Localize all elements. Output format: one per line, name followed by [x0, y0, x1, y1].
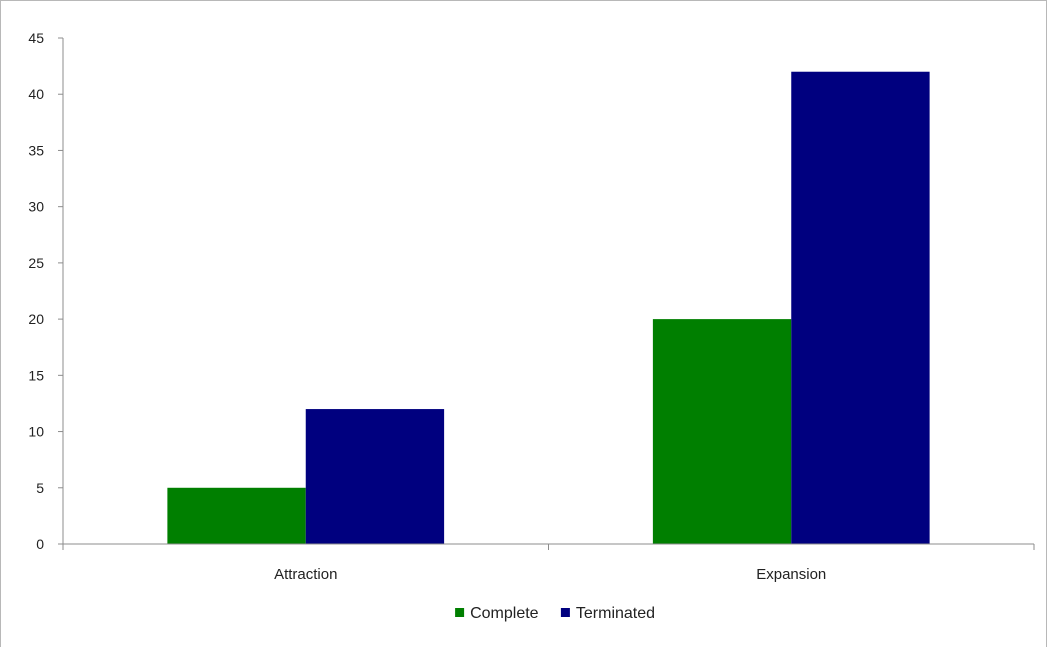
legend-swatch [560, 608, 570, 617]
y-tick-label: 45 [28, 30, 44, 46]
y-axis-ticks: 0 5 10 15 20 25 30 35 40 45 [28, 30, 63, 552]
legend-item-complete: Complete [455, 605, 539, 622]
y-tick-label: 10 [28, 424, 44, 440]
y-tick-label: 30 [28, 199, 44, 215]
y-tick-label: 0 [36, 536, 44, 552]
legend-swatch [455, 608, 465, 617]
x-axis-category-labels: Attraction Expansion [274, 566, 826, 583]
x-axis-ticks [62, 544, 1035, 550]
bars [167, 71, 930, 544]
bar-terminated-expansion [791, 71, 930, 544]
bar-complete-attraction [167, 487, 306, 544]
legend-label: Complete [470, 605, 539, 622]
y-tick-label: 35 [28, 142, 44, 158]
y-tick-label: 20 [28, 311, 44, 327]
legend-item-terminated: Terminated [560, 605, 655, 622]
bar-complete-expansion [652, 319, 792, 544]
bar-terminated-attraction [305, 409, 445, 544]
legend: Complete Terminated [455, 605, 655, 622]
y-tick-label: 25 [28, 255, 44, 271]
x-category-label: Expansion [756, 566, 826, 583]
legend-label: Terminated [576, 605, 655, 622]
y-tick-label: 15 [28, 367, 44, 383]
y-tick-label: 40 [28, 86, 44, 102]
x-category-label: Attraction [274, 566, 337, 583]
y-tick-label: 5 [36, 480, 44, 496]
